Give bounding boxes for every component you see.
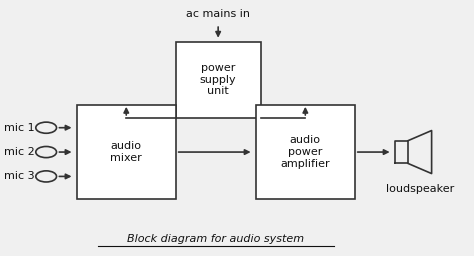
Text: mic 1: mic 1 — [4, 123, 35, 133]
Text: loudspeaker: loudspeaker — [386, 184, 454, 194]
Text: power
supply
unit: power supply unit — [200, 63, 237, 97]
Text: mic 2: mic 2 — [4, 147, 35, 157]
FancyBboxPatch shape — [77, 105, 176, 199]
Text: mic 3: mic 3 — [4, 172, 35, 182]
FancyBboxPatch shape — [176, 42, 261, 118]
Text: ac mains in: ac mains in — [186, 9, 250, 19]
FancyBboxPatch shape — [256, 105, 355, 199]
Text: audio
mixer: audio mixer — [110, 141, 142, 163]
Text: Block diagram for audio system: Block diagram for audio system — [127, 234, 304, 244]
Text: audio
power
amplifier: audio power amplifier — [281, 135, 330, 169]
